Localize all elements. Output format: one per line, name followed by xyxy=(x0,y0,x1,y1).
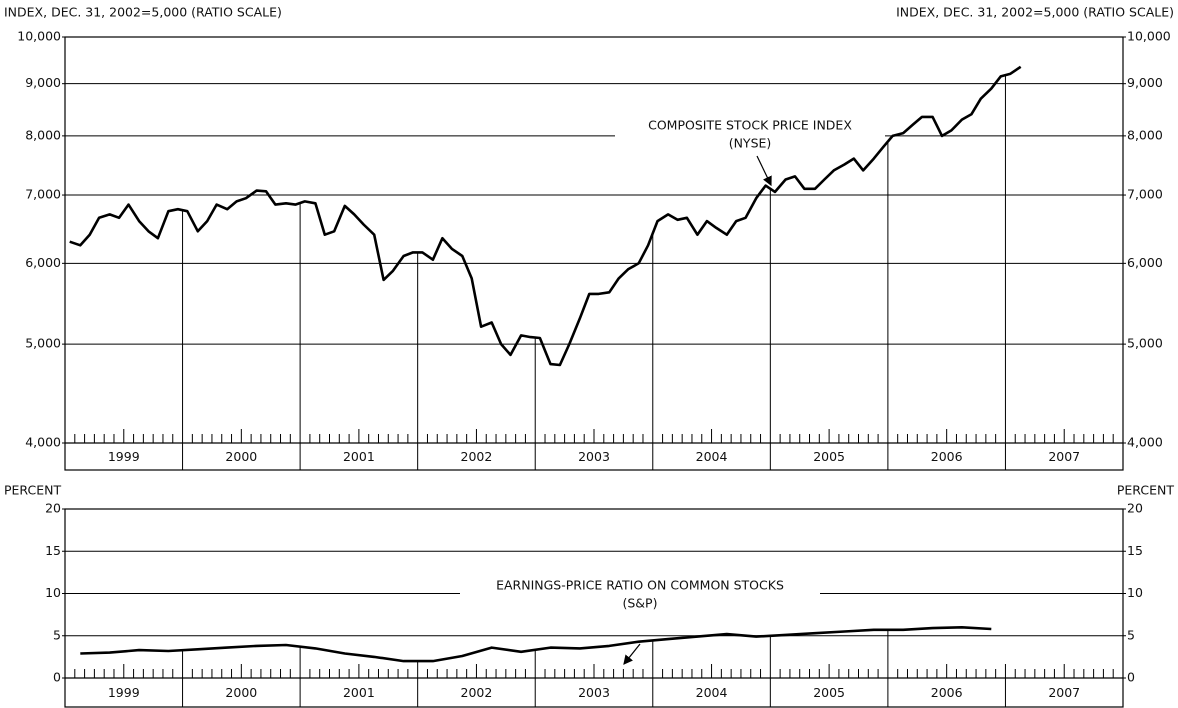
plot-frame xyxy=(64,36,1124,471)
x-tick-label: 2006 xyxy=(931,449,963,464)
y2-tick-label: 15 xyxy=(1127,543,1143,558)
y2-tick-label: 7,000 xyxy=(1127,187,1163,202)
y-tick-label: 8,000 xyxy=(25,127,61,142)
annotation-backing xyxy=(460,576,820,608)
y-tick-label: 15 xyxy=(45,543,61,558)
y2-tick-label: 10,000 xyxy=(1127,29,1171,44)
x-tick-label: 2002 xyxy=(461,685,493,700)
annotation: COMPOSITE STOCK PRICE INDEX xyxy=(648,118,852,133)
series-line xyxy=(80,626,992,663)
x-tick-label: 1999 xyxy=(108,685,140,700)
y-tick-label: 4,000 xyxy=(25,435,61,450)
y-tick-label: 0 xyxy=(53,670,61,685)
y-tick-label: 5,000 xyxy=(25,336,61,351)
annotation: (S&P) xyxy=(623,596,658,611)
x-tick-label: 2005 xyxy=(813,449,845,464)
annotation-backing xyxy=(615,116,885,148)
x-tick-label: 2003 xyxy=(578,685,610,700)
x-tick-label: 2000 xyxy=(225,685,257,700)
y2-tick-label: 0 xyxy=(1127,670,1135,685)
series-line xyxy=(69,65,1022,367)
x-tick-label: 1999 xyxy=(108,449,140,464)
x-tick-label: 2004 xyxy=(696,449,728,464)
y2-tick-label: 10 xyxy=(1127,585,1143,600)
y2-tick-label: 20 xyxy=(1127,501,1143,516)
y2-tick-label: 5 xyxy=(1127,627,1135,642)
x-tick-label: 2006 xyxy=(931,685,963,700)
y-tick-label: 10 xyxy=(45,585,61,600)
y2-tick-label: 8,000 xyxy=(1127,127,1163,142)
annotation-arrow xyxy=(756,155,772,187)
y2-tick-label: 5,000 xyxy=(1127,336,1163,351)
y-axis-label: PERCENT xyxy=(4,483,61,498)
annotation-backing xyxy=(612,608,648,628)
x-tick-label: 2001 xyxy=(343,449,375,464)
y2-axis-label: INDEX, DEC. 31, 2002=5,000 (RATIO SCALE) xyxy=(896,5,1174,20)
x-tick-label: 2005 xyxy=(813,685,845,700)
x-tick-label: 2004 xyxy=(696,685,728,700)
y-tick-label: 6,000 xyxy=(25,255,61,270)
y-tick-label: 10,000 xyxy=(17,29,61,44)
x-tick-label: 2001 xyxy=(343,685,375,700)
y-tick-label: 5 xyxy=(53,627,61,642)
y2-tick-label: 4,000 xyxy=(1127,435,1163,450)
x-tick-label: 2000 xyxy=(225,449,257,464)
y2-tick-label: 6,000 xyxy=(1127,255,1163,270)
x-tick-label: 2007 xyxy=(1048,685,1080,700)
x-tick-label: 2007 xyxy=(1048,449,1080,464)
annotation: EARNINGS-PRICE RATIO ON COMMON STOCKS xyxy=(496,578,784,593)
y-tick-label: 7,000 xyxy=(25,187,61,202)
x-tick-label: 2003 xyxy=(578,449,610,464)
y-tick-label: 9,000 xyxy=(25,75,61,90)
plot-frame xyxy=(64,508,1124,708)
annotation: (NYSE) xyxy=(729,136,772,151)
y-tick-label: 20 xyxy=(45,501,61,516)
y2-tick-label: 9,000 xyxy=(1127,75,1163,90)
annotation-arrow xyxy=(623,643,641,665)
y-axis-label: INDEX, DEC. 31, 2002=5,000 (RATIO SCALE) xyxy=(4,5,282,20)
y2-axis-label: PERCENT xyxy=(1117,483,1174,498)
x-tick-label: 2002 xyxy=(461,449,493,464)
